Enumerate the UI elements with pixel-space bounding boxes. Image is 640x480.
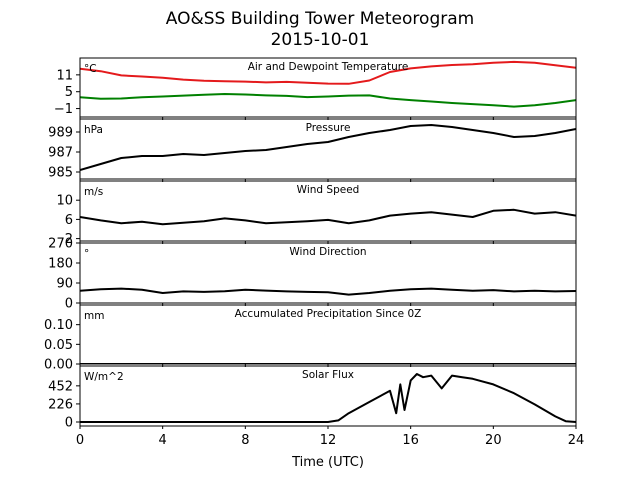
- x-tick-label: 0: [76, 433, 84, 448]
- panel-unit-label: °: [84, 248, 89, 260]
- panel-unit-label: W/m^2: [84, 371, 124, 383]
- x-tick-label: 4: [159, 433, 167, 448]
- y-tick-label: 270: [48, 237, 73, 252]
- y-tick-label: 90: [56, 277, 73, 292]
- panel-title: Wind Speed: [297, 184, 360, 196]
- panel-5: 0.00 0.05 0.10 mm Accumulated Precipitation …: [44, 304, 577, 373]
- series-line-2: [80, 93, 576, 108]
- x-tick-label: 8: [241, 433, 249, 448]
- panel-unit-label: °C: [84, 63, 97, 75]
- y-tick-label: 2: [65, 232, 73, 247]
- figure-title: AO&SS Building Tower Meteorogram: [166, 9, 474, 29]
- figure-subtitle: 2015-10-01: [271, 30, 370, 50]
- series-group: [80, 60, 576, 108]
- series-line-1: [80, 208, 576, 226]
- x-axis: 0 4 8 12 16 20 24: [76, 433, 584, 448]
- panel-unit-label: m/s: [84, 186, 103, 198]
- y-tick-label: 0: [65, 297, 73, 312]
- y-tick-label: 10: [56, 194, 73, 209]
- series-group: [80, 373, 576, 423]
- x-tick-label: 20: [485, 433, 502, 448]
- x-tick-label: 16: [402, 433, 419, 448]
- y-tick-label: 0.05: [44, 338, 73, 353]
- y-tick-label: 180: [48, 257, 73, 272]
- x-axis-label: Time (UTC): [291, 455, 364, 470]
- panel-unit-label: hPa: [84, 124, 103, 136]
- y-tick-label: 6: [65, 213, 73, 228]
- series-group: [80, 287, 576, 296]
- y-tick-label: 5: [65, 85, 73, 100]
- series-line-1: [80, 60, 576, 85]
- y-tick-label: 452: [48, 379, 73, 394]
- y-tick-label: 985: [48, 166, 73, 181]
- x-tick-label: 12: [320, 433, 337, 448]
- y-tick-label: 0.00: [44, 358, 73, 373]
- series-line-1: [80, 287, 576, 296]
- y-tick-label: 226: [48, 397, 73, 412]
- series-line-1: [80, 124, 576, 171]
- panel-6: 0 226 452 W/m^2 Solar Flux: [48, 365, 577, 431]
- series-line-1: [80, 373, 576, 423]
- y-tick-label: 0.10: [44, 318, 73, 333]
- panel-title: Solar Flux: [302, 369, 354, 381]
- x-tick-label: 24: [568, 433, 585, 448]
- y-tick-label: 989: [48, 126, 73, 141]
- panel-4: 0 90 180 270 ° Wind Direction: [48, 237, 577, 312]
- panel-1: −1 5 11 °C Air and Dewpoint Temperature: [54, 57, 577, 120]
- panel-title: Wind Direction: [289, 246, 366, 258]
- y-tick-label: 987: [48, 146, 73, 161]
- panel-title: Air and Dewpoint Temperature: [248, 61, 409, 73]
- panel-3: 2 6 10 m/s Wind Speed: [56, 180, 577, 247]
- panel-title: Pressure: [306, 122, 351, 134]
- panel-unit-label: mm: [84, 310, 104, 322]
- y-tick-label: −1: [54, 102, 73, 117]
- panel-title: Accumulated Precipitation Since 0Z: [235, 308, 422, 320]
- y-tick-label: 11: [56, 68, 73, 83]
- y-tick-label: 0: [65, 416, 73, 431]
- series-group: [80, 124, 576, 171]
- panel-2: 985 987 989 hPa Pressure: [48, 118, 577, 182]
- series-group: [80, 208, 576, 226]
